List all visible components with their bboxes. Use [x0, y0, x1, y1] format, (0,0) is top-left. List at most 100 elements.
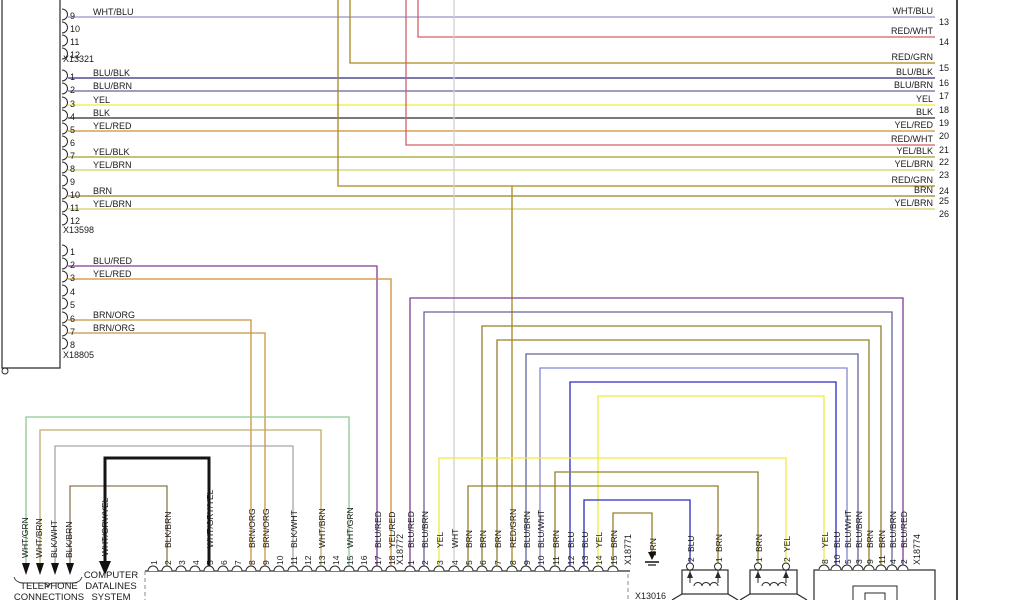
wire-label: BLU/BRN — [894, 80, 933, 90]
pin-bracket — [61, 270, 68, 283]
pin-number-vertical: 4 — [191, 560, 201, 565]
pin-socket — [448, 565, 460, 572]
pin-number-vertical: 2 — [899, 559, 909, 564]
wire-label: WHT/BLU — [93, 7, 134, 17]
wire-blu_brn — [423, 311, 893, 566]
wire-label: BLU/BLK — [93, 68, 130, 78]
wire-label-vertical: BLU — [566, 531, 576, 548]
telephone-arrow-icon — [36, 563, 44, 575]
pin-socket — [273, 565, 285, 572]
pin-number-vertical: 11 — [551, 556, 561, 565]
wire-label-vertical: BLK/WHT — [289, 510, 299, 548]
continuation-number: 24 — [939, 186, 949, 196]
pin-socket — [841, 564, 853, 571]
pin-socket — [217, 565, 229, 572]
pin-bracket — [61, 174, 68, 187]
pin-number: 5 — [70, 300, 75, 310]
pin-number: 4 — [70, 287, 75, 297]
wire-label-vertical: YEL — [782, 536, 792, 552]
pin-bracket — [61, 244, 68, 257]
wire-blu_red — [409, 297, 904, 566]
pin-number-vertical: 13 — [317, 555, 327, 565]
pin-socket — [686, 562, 694, 571]
pin-socket — [520, 565, 532, 572]
wire-label: BRN — [914, 185, 933, 195]
pin-number: 2 — [70, 260, 75, 270]
pin-number: 2 — [70, 85, 75, 95]
wire-label-vertical: WHT/GRY/YEL — [100, 497, 110, 556]
wire-brn — [467, 485, 719, 566]
continuation-number: 21 — [939, 145, 949, 155]
pin-number: 9 — [70, 11, 75, 21]
pin-bracket — [61, 337, 68, 350]
pin-socket — [476, 565, 488, 572]
wire-yel_red — [68, 278, 392, 566]
telephone-label-line1: TELEPHONE — [20, 581, 78, 592]
pin-socket — [385, 565, 397, 572]
connector-name-vertical: X18774 — [912, 534, 922, 565]
wire-label: BLU/BRN — [93, 81, 132, 91]
wire-label: RED/WHT — [891, 134, 933, 144]
wire-label-vertical: BRN — [877, 530, 887, 548]
pin-number-vertical: 8 — [820, 559, 830, 564]
pin-bracket — [61, 34, 68, 47]
connector-name-vertical: X18771 — [623, 534, 633, 565]
speaker-coil-arrow-icon — [783, 571, 789, 578]
pin-bracket — [61, 187, 68, 200]
wire-red_wht — [417, 0, 935, 38]
left-device-box — [1, 0, 61, 369]
wire-label-vertical: BRN/ORG — [247, 508, 257, 548]
pin-number-vertical: 2 — [163, 560, 173, 565]
wire-label-vertical: BLU/BRN — [420, 511, 430, 548]
pin-bracket — [61, 109, 68, 122]
wire-brn_org — [68, 319, 252, 566]
pin-socket — [404, 565, 416, 572]
wire-label-vertical: BLU/BRN — [522, 511, 532, 548]
pin-socket — [534, 565, 546, 572]
wire-label: YEL/BRN — [93, 160, 132, 170]
wire-label-vertical: WHT — [450, 529, 460, 548]
pin-number-vertical: 15 — [345, 555, 355, 565]
pin-number: 12 — [70, 216, 80, 226]
wire-label-vertical: BRN — [493, 530, 503, 548]
pin-number-vertical: 5 — [464, 560, 474, 565]
pin-number: 1 — [70, 72, 75, 82]
continuation-number: 19 — [939, 118, 949, 128]
wire-label: RED/GRN — [891, 52, 933, 62]
pin-socket — [462, 565, 474, 572]
pin-socket — [301, 565, 313, 572]
wire-blu_wht — [539, 367, 848, 566]
pin-socket — [189, 565, 201, 572]
wire-wht_grn — [25, 416, 350, 566]
pin-number: 8 — [70, 340, 75, 350]
pin-socket — [433, 565, 445, 572]
pin-number: 3 — [70, 273, 75, 283]
continuation-number: 25 — [939, 196, 949, 206]
pin-socket — [175, 565, 187, 572]
connector-name-vertical: X18772 — [395, 534, 405, 565]
wire-brn — [496, 339, 870, 566]
wire-label-vertical: BLK/WHT — [49, 520, 59, 558]
wire-label-vertical: BLU — [686, 535, 696, 552]
pin-socket — [357, 565, 369, 572]
connector-name: X13321 — [63, 54, 94, 64]
wire-label-vertical: BLU/WHT — [536, 510, 546, 548]
wire-label-vertical: BRN — [648, 538, 658, 556]
pin-number-vertical: 14 — [331, 555, 341, 565]
pin-number-vertical: 1 — [714, 557, 724, 562]
pin-bracket — [61, 8, 68, 21]
wire-label-vertical: YEL/RED — [387, 512, 397, 548]
wire-label-vertical: WHT/BRN — [34, 518, 44, 558]
pin-number-vertical: 3 — [177, 560, 187, 565]
wire-label-vertical: BLU/WHT — [843, 510, 853, 548]
wire-label-vertical: BLK/BRN — [163, 512, 173, 548]
wire-wht_gry_yel — [103, 456, 211, 566]
wire-label-vertical: YEL — [435, 532, 445, 548]
pin-socket — [607, 565, 619, 572]
wire-label-vertical: BLU/BRN — [888, 511, 898, 548]
left-box-stub-circle — [1, 367, 9, 375]
pin-number-vertical: 1 — [406, 560, 416, 565]
pin-number: 12 — [70, 50, 80, 60]
speaker-cone-left — [739, 593, 751, 600]
